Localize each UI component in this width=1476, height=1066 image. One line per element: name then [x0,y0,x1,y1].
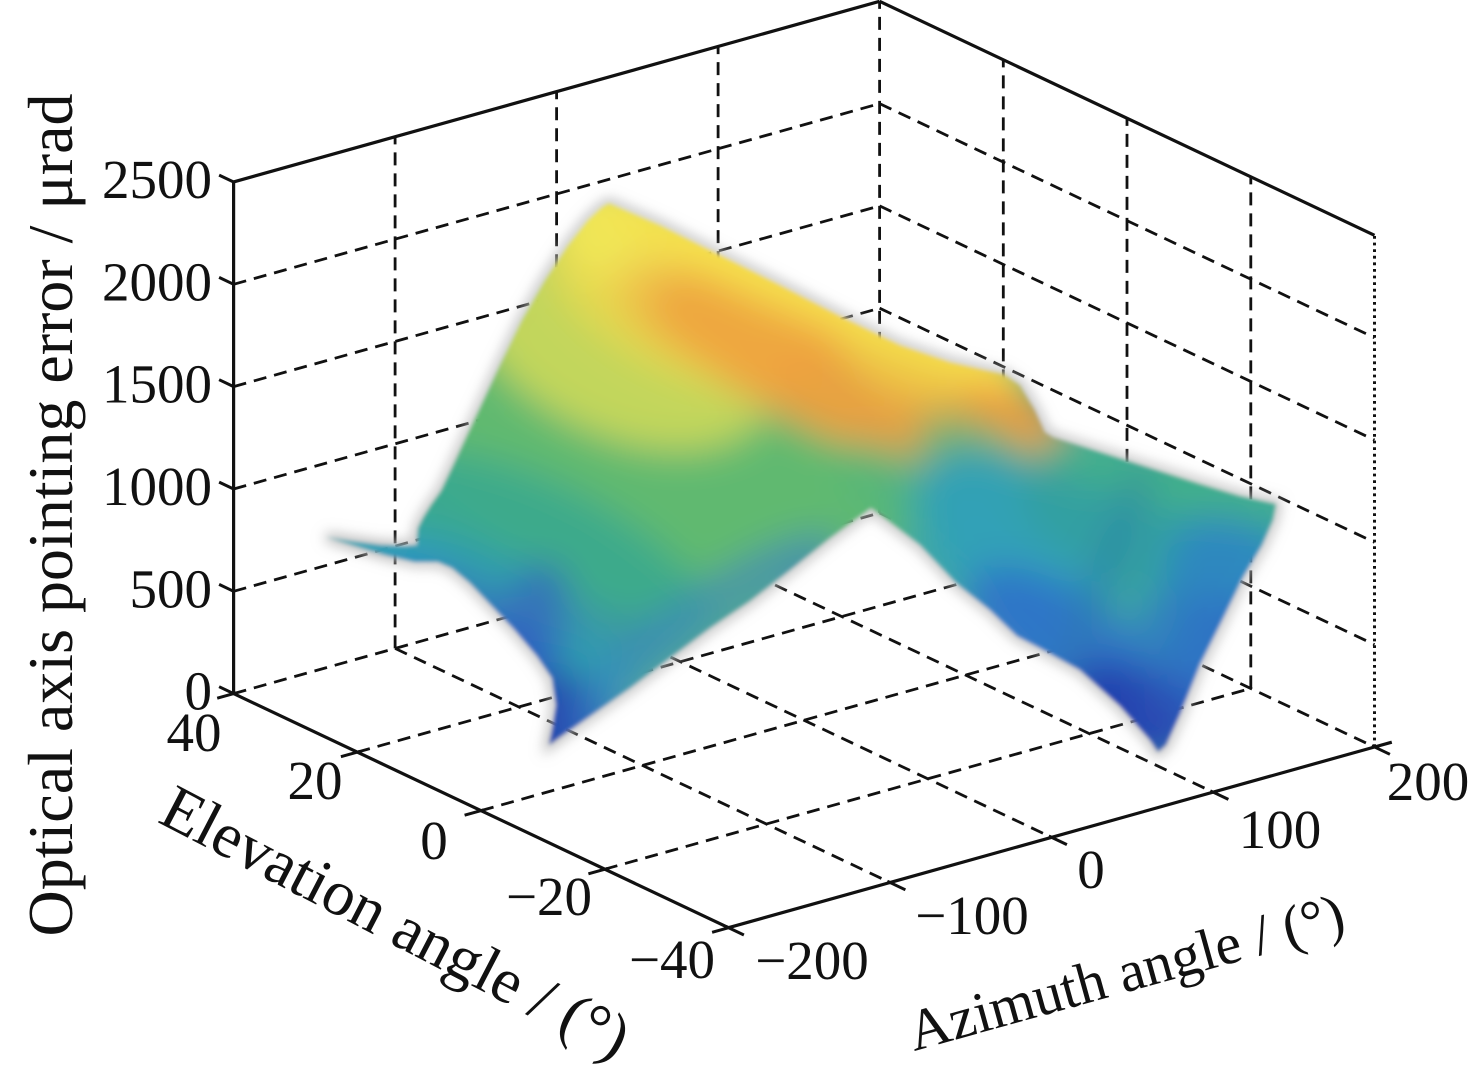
svg-text:500: 500 [130,558,213,619]
svg-text:0: 0 [420,810,448,871]
svg-text:40: 40 [167,702,222,763]
svg-text:−40: −40 [629,929,715,990]
svg-text:0: 0 [185,661,213,722]
svg-text:2000: 2000 [102,251,212,312]
svg-text:2500: 2500 [102,149,212,210]
svg-text:20: 20 [288,750,343,811]
svg-text:−100: −100 [915,885,1029,946]
svg-text:−200: −200 [755,930,869,991]
svg-text:Optical axis pointing error /: Optical axis pointing error / μrad [15,94,86,937]
svg-text:200: 200 [1387,751,1470,812]
svg-text:100: 100 [1239,799,1322,860]
svg-text:−20: −20 [506,866,592,927]
svg-text:1500: 1500 [102,354,212,415]
svg-text:1000: 1000 [102,456,212,517]
svg-text:0: 0 [1077,839,1105,900]
